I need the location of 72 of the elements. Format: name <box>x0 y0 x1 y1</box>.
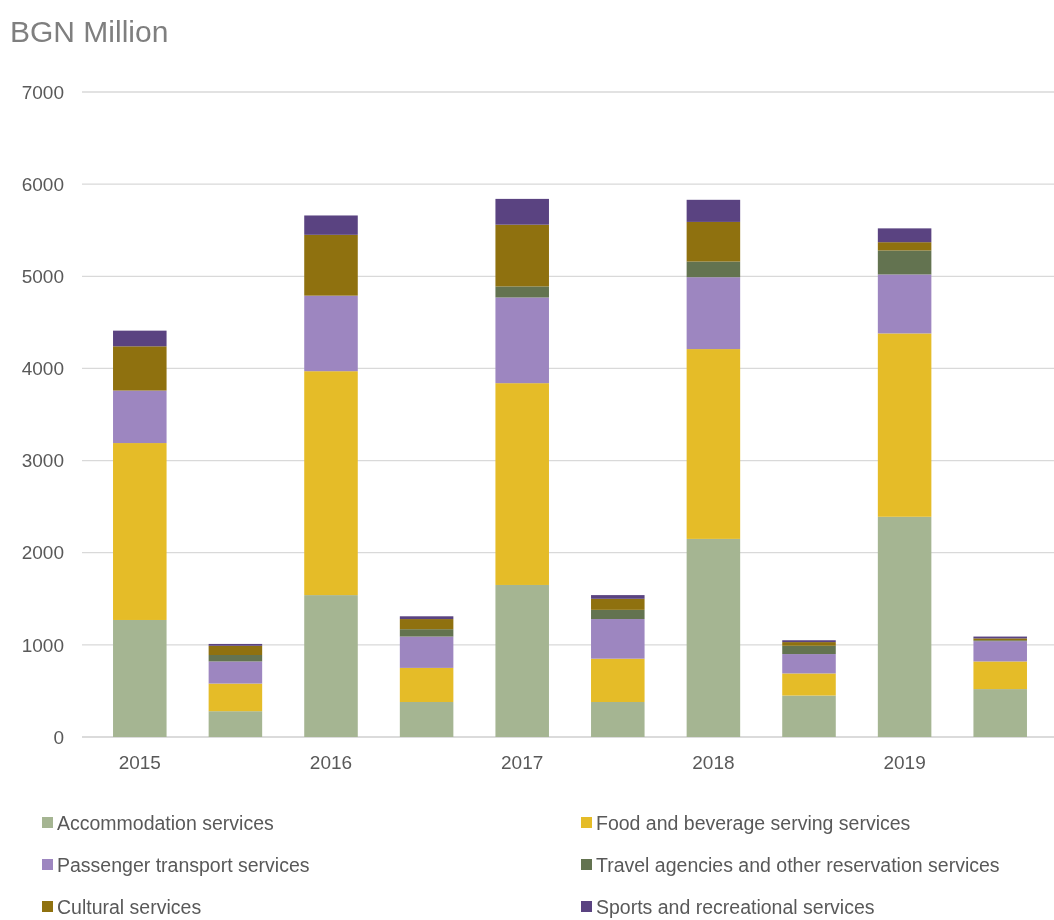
bar <box>495 584 549 737</box>
bar <box>399 701 454 737</box>
legend-label: Cultural services <box>57 895 202 918</box>
bar <box>686 199 741 222</box>
x-tick-label: 2018 <box>692 752 735 773</box>
x-tick-label: 2016 <box>309 752 353 773</box>
bar <box>113 443 167 620</box>
y-axis-title: BGN Million <box>10 15 169 48</box>
bar <box>877 274 932 334</box>
bar <box>686 277 741 350</box>
bar <box>686 261 741 278</box>
bar <box>399 629 454 637</box>
bar <box>208 654 263 662</box>
bar <box>495 286 549 298</box>
bar <box>973 641 1027 662</box>
bar <box>304 295 358 372</box>
bar <box>877 250 932 275</box>
bar <box>113 346 167 391</box>
bar <box>686 349 741 539</box>
y-tick-label: 0 <box>53 726 64 748</box>
bar <box>782 673 836 696</box>
bar <box>591 598 645 610</box>
bar <box>304 234 358 296</box>
bar <box>399 619 454 630</box>
x-tick-label: 2019 <box>883 752 926 773</box>
bar <box>973 689 1027 737</box>
bar <box>304 595 358 737</box>
bar <box>399 667 454 702</box>
legend-label: Passenger transport services <box>57 853 310 876</box>
bar <box>208 661 263 684</box>
bar <box>877 242 932 251</box>
y-tick-label: 1000 <box>21 634 64 656</box>
y-tick-label: 4000 <box>21 358 64 380</box>
bar <box>877 333 932 517</box>
bar <box>591 619 645 659</box>
bar <box>782 654 836 674</box>
y-tick-label: 7000 <box>21 81 64 103</box>
bar <box>495 224 549 287</box>
legend-label: Accommodation services <box>57 811 274 834</box>
legend-label: Food and beverage serving services <box>596 811 911 834</box>
bar <box>591 658 645 702</box>
bar <box>495 198 549 225</box>
x-tick-label: 2015 <box>118 752 161 773</box>
bar <box>399 616 454 620</box>
bar <box>399 636 454 668</box>
bar <box>208 683 263 712</box>
bar <box>782 645 836 655</box>
bar <box>495 383 549 585</box>
bar <box>208 645 263 655</box>
bar <box>304 215 358 235</box>
bar <box>113 390 167 444</box>
y-tick-label: 6000 <box>21 173 64 195</box>
bar <box>782 695 836 737</box>
bar <box>877 516 932 737</box>
bar <box>591 701 645 737</box>
bar <box>877 228 932 243</box>
legend-label: Sports and recreational services <box>596 895 875 918</box>
bar <box>208 711 263 737</box>
bar <box>686 221 741 262</box>
bar <box>113 330 167 347</box>
bar <box>591 595 645 599</box>
bar <box>113 619 167 737</box>
x-tick-label: 2017 <box>501 752 544 773</box>
y-tick-label: 2000 <box>21 542 64 564</box>
y-tick-label: 3000 <box>21 450 64 472</box>
bar <box>591 609 645 620</box>
y-tick-label: 5000 <box>21 265 64 287</box>
bar <box>686 538 741 737</box>
legend-label: Travel agencies and other reservation services <box>596 853 1000 876</box>
bar <box>304 371 358 596</box>
bar <box>495 297 549 384</box>
bar <box>973 661 1027 690</box>
